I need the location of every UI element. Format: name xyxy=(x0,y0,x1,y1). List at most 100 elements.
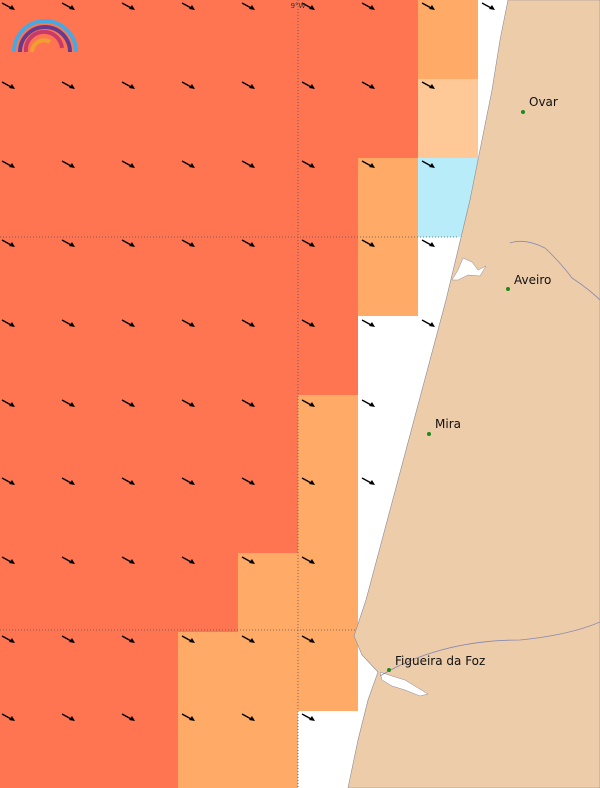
wind-arrow-head xyxy=(429,5,435,10)
cell xyxy=(298,237,358,316)
wind-arrow-head xyxy=(309,5,315,10)
wind-arrow-head xyxy=(369,5,375,10)
cell xyxy=(58,316,118,395)
cell xyxy=(238,158,298,237)
wind-arrow-head xyxy=(369,242,375,247)
cell xyxy=(58,395,118,474)
wind-arrow-head xyxy=(249,559,255,564)
wind-arrow-head xyxy=(309,559,315,564)
wind-arrow-head xyxy=(249,480,255,485)
wind-arrow-head xyxy=(69,480,75,485)
cell xyxy=(358,79,418,158)
wind-arrow-head xyxy=(189,716,195,721)
wind-arrow-head xyxy=(129,638,135,643)
cell xyxy=(58,553,118,632)
wind-arrow-head xyxy=(249,84,255,89)
cell xyxy=(238,237,298,316)
cell xyxy=(178,0,238,79)
wind-arrow-head xyxy=(69,402,75,407)
cell xyxy=(418,0,478,79)
cell xyxy=(118,79,178,158)
cell xyxy=(238,474,298,553)
cell xyxy=(178,711,238,788)
wind-arrow-head xyxy=(249,402,255,407)
cell xyxy=(58,237,118,316)
wind-arrow-head xyxy=(189,322,195,327)
wind-arrow-head xyxy=(369,163,375,168)
wind-arrow-head xyxy=(309,402,315,407)
wind-arrow-head xyxy=(249,638,255,643)
wind-arrow-head xyxy=(189,402,195,407)
cell xyxy=(178,553,238,632)
wind-arrow-head xyxy=(489,5,495,10)
wind-arrow-head xyxy=(9,5,15,10)
cell xyxy=(298,632,358,711)
cell xyxy=(118,474,178,553)
cell xyxy=(178,316,238,395)
wind-arrow-head xyxy=(129,559,135,564)
cell xyxy=(0,395,58,474)
wind-arrow-head xyxy=(309,322,315,327)
wind-arrow-head xyxy=(9,638,15,643)
cell xyxy=(178,158,238,237)
place-dot xyxy=(387,668,391,672)
wind-arrow-head xyxy=(309,242,315,247)
cell xyxy=(0,711,58,788)
wind-arrow-head xyxy=(309,480,315,485)
wind-arrow-head xyxy=(69,638,75,643)
wind-arrow-head xyxy=(189,84,195,89)
wind-arrow-head xyxy=(429,84,435,89)
place-label: Aveiro xyxy=(514,273,551,287)
cell xyxy=(178,395,238,474)
wind-arrow-head xyxy=(129,480,135,485)
wind-arrow-head xyxy=(9,84,15,89)
wind-arrow-head xyxy=(189,163,195,168)
wind-arrow-head xyxy=(69,163,75,168)
wind-arrow-head xyxy=(369,402,375,407)
cell xyxy=(358,0,418,79)
wind-arrow-head xyxy=(189,559,195,564)
place-label: Figueira da Foz xyxy=(395,654,485,668)
cell xyxy=(118,316,178,395)
wind-arrow-head xyxy=(9,322,15,327)
place-dot xyxy=(427,432,431,436)
wind-arrow-head xyxy=(9,480,15,485)
cell xyxy=(118,0,178,79)
wind-arrow-head xyxy=(189,242,195,247)
cell xyxy=(58,79,118,158)
cell xyxy=(358,237,418,316)
cell xyxy=(0,553,58,632)
wind-arrow-head xyxy=(129,5,135,10)
wind-arrow-head xyxy=(129,84,135,89)
cell xyxy=(0,316,58,395)
wind-arrow-head xyxy=(249,716,255,721)
arrow-field xyxy=(1,2,495,721)
place-dot xyxy=(506,287,510,291)
wind-arrow-head xyxy=(249,5,255,10)
wind-arrow-head xyxy=(309,163,315,168)
place-dot xyxy=(521,110,525,114)
place-label: Mira xyxy=(435,417,461,431)
cell xyxy=(118,158,178,237)
cell xyxy=(0,474,58,553)
wind-arrow-head xyxy=(9,242,15,247)
cell xyxy=(58,474,118,553)
wind-arrow-head xyxy=(249,163,255,168)
cell xyxy=(58,158,118,237)
cell xyxy=(118,237,178,316)
cell xyxy=(358,158,418,237)
cell xyxy=(178,79,238,158)
cell xyxy=(58,711,118,788)
cell xyxy=(298,553,358,632)
logo xyxy=(12,19,78,53)
river xyxy=(379,621,600,677)
wind-arrow-head xyxy=(429,322,435,327)
wind-arrow-head xyxy=(369,84,375,89)
cell xyxy=(118,395,178,474)
cell xyxy=(58,632,118,711)
wind-arrow-head xyxy=(309,84,315,89)
longitude-label: 9°W xyxy=(291,2,306,10)
cell xyxy=(178,474,238,553)
wind-arrow-head xyxy=(429,242,435,247)
